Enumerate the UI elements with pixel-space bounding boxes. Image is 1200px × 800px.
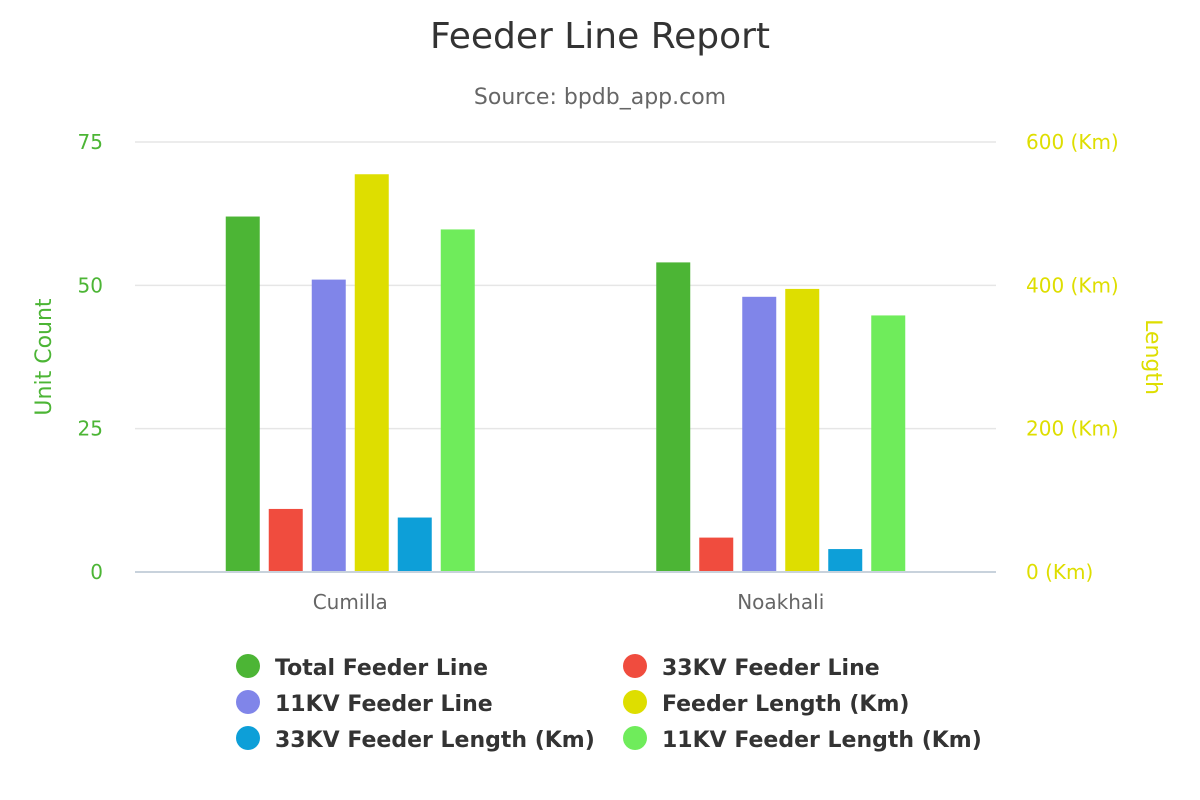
bar-11kv-feeder-line-noakhali[interactable] [742,296,777,572]
legend-label: 33KV Feeder Length (Km) [275,728,595,753]
legend-label: 11KV Feeder Line [275,692,493,717]
legend-item[interactable]: Total Feeder Line [236,654,488,681]
legend-item[interactable]: 33KV Feeder Line [623,654,880,681]
y-left-tick-label: 25 [78,417,103,441]
legend-marker [236,726,260,750]
axes-layer: 0 0 (Km) 25 200 (Km) 50 400 (Km) 75 600 (Km) Cum… [78,130,1119,614]
legend-label: Feeder Length (Km) [662,692,909,717]
legend-marker [623,690,647,714]
legend-label: 33KV Feeder Line [662,656,880,681]
legend-item[interactable]: 11KV Feeder Length (Km) [623,726,982,753]
y-axis-left-title: Unit Count [32,298,57,415]
y-right-tick-label: 400 (Km) [1026,273,1119,297]
legend-item[interactable]: Feeder Length (Km) [623,690,909,717]
legend-marker [623,654,647,678]
bar-feeder-length-km-noakhali[interactable] [785,288,820,572]
y-left-tick-label: 75 [78,130,103,154]
y-right-tick-label: 0 (Km) [1026,560,1093,584]
bar-total-feeder-line-noakhali[interactable] [656,262,691,572]
legend-item[interactable]: 33KV Feeder Length (Km) [236,726,595,753]
x-category-label: Noakhali [737,590,824,614]
bar-feeder-length-km-cumilla[interactable] [354,174,389,572]
bar-33kv-feeder-length-km-cumilla[interactable] [397,517,432,572]
bar-11kv-feeder-line-cumilla[interactable] [311,279,346,572]
x-category-label: Cumilla [313,590,388,614]
legend: Total Feeder Line 33KV Feeder Line 11KV Fe… [236,654,982,753]
bars-layer [225,174,906,573]
bar-33kv-feeder-length-km-noakhali[interactable] [828,549,863,572]
bar-11kv-feeder-length-km-noakhali[interactable] [871,315,906,572]
legend-marker [236,654,260,678]
chart-title: Feeder Line Report [430,16,770,57]
bar-11kv-feeder-length-km-cumilla[interactable] [440,229,475,572]
y-right-tick-label: 600 (Km) [1026,130,1119,154]
legend-label: 11KV Feeder Length (Km) [662,728,982,753]
bar-33kv-feeder-line-noakhali[interactable] [699,537,734,572]
y-axis-right-title: Length [1140,319,1165,395]
legend-label: Total Feeder Line [275,656,488,681]
legend-item[interactable]: 11KV Feeder Line [236,690,493,717]
grid-layer [135,141,996,430]
y-left-tick-label: 0 [90,560,103,584]
bar-33kv-feeder-line-cumilla[interactable] [268,508,303,572]
bar-total-feeder-line-cumilla[interactable] [225,216,260,573]
legend-marker [623,726,647,750]
legend-marker [236,690,260,714]
y-left-tick-label: 50 [78,273,103,297]
chart-subtitle: Source: bpdb_app.com [474,85,726,110]
y-right-tick-label: 200 (Km) [1026,417,1119,441]
